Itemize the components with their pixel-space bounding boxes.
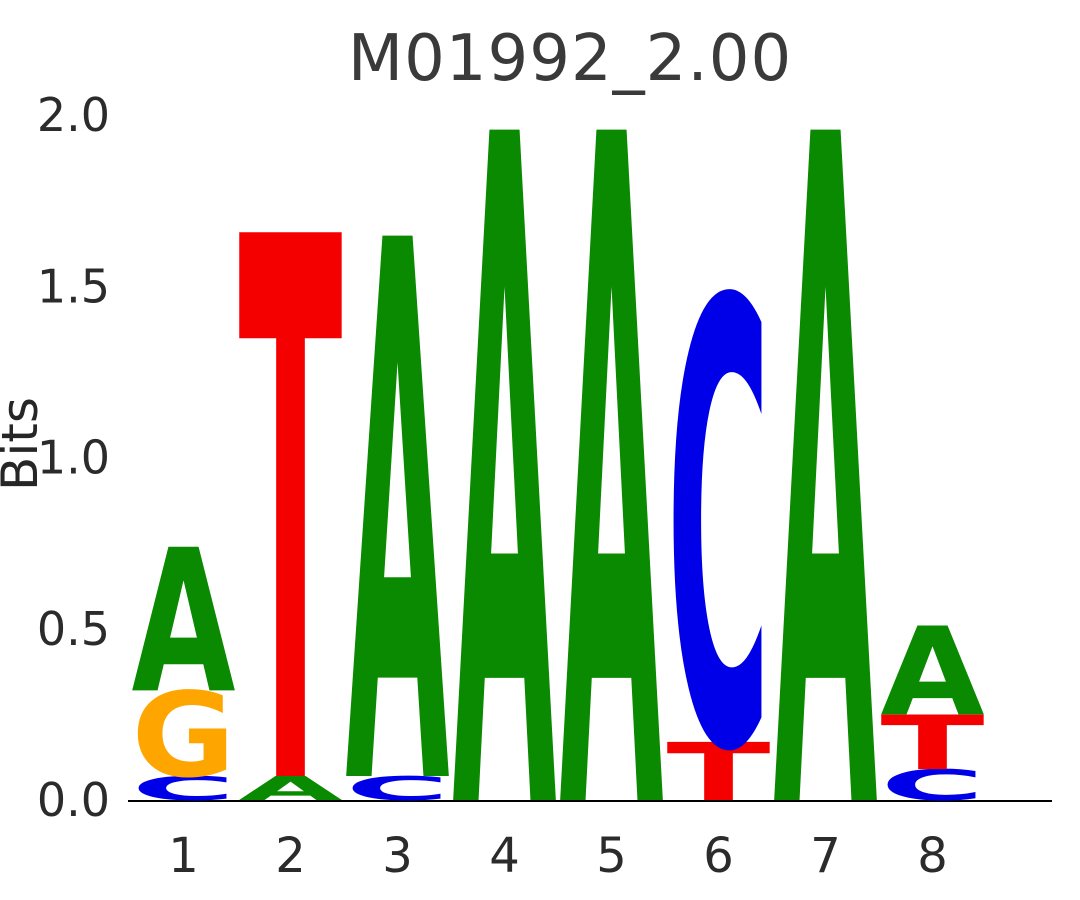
logo-letter-A: A — [881, 601, 985, 743]
chart-title: M01992_2.00 — [347, 22, 793, 96]
y-tick-label: 0.5 — [37, 602, 110, 656]
y-tick-label: 2.0 — [37, 88, 110, 142]
x-tick-label: 4 — [489, 828, 520, 884]
logo-letter-A: A — [453, 0, 558, 900]
logo-letter-A: A — [560, 0, 665, 900]
logo-letter-T: T — [881, 700, 985, 787]
logo-letter-T: T — [667, 726, 771, 819]
logo-letter-C: C — [132, 770, 236, 808]
logo-letter-A: A — [774, 0, 879, 900]
logo-letter-G: G — [132, 668, 236, 805]
logo-letter-C: C — [346, 770, 450, 808]
y-tick-label: 0.0 — [37, 773, 110, 827]
y-tick-label: 1.5 — [37, 259, 110, 313]
x-tick-label: 1 — [168, 828, 199, 884]
x-tick-label: 7 — [810, 828, 841, 884]
y-tick-label: 1.0 — [37, 431, 110, 485]
x-tick-label: 5 — [596, 828, 627, 884]
logo-letter-A: A — [346, 88, 451, 900]
logo-letter-C: C — [881, 761, 985, 810]
logo-letter-A: A — [239, 770, 344, 808]
logo-letter-T: T — [239, 84, 344, 900]
logo-letter-C: C — [667, 177, 771, 887]
x-tick-label: 8 — [917, 828, 948, 884]
x-tick-label: 2 — [275, 828, 306, 884]
logo-letter-A: A — [132, 509, 236, 738]
x-tick-label: 6 — [703, 828, 734, 884]
x-tick-label: 3 — [382, 828, 413, 884]
